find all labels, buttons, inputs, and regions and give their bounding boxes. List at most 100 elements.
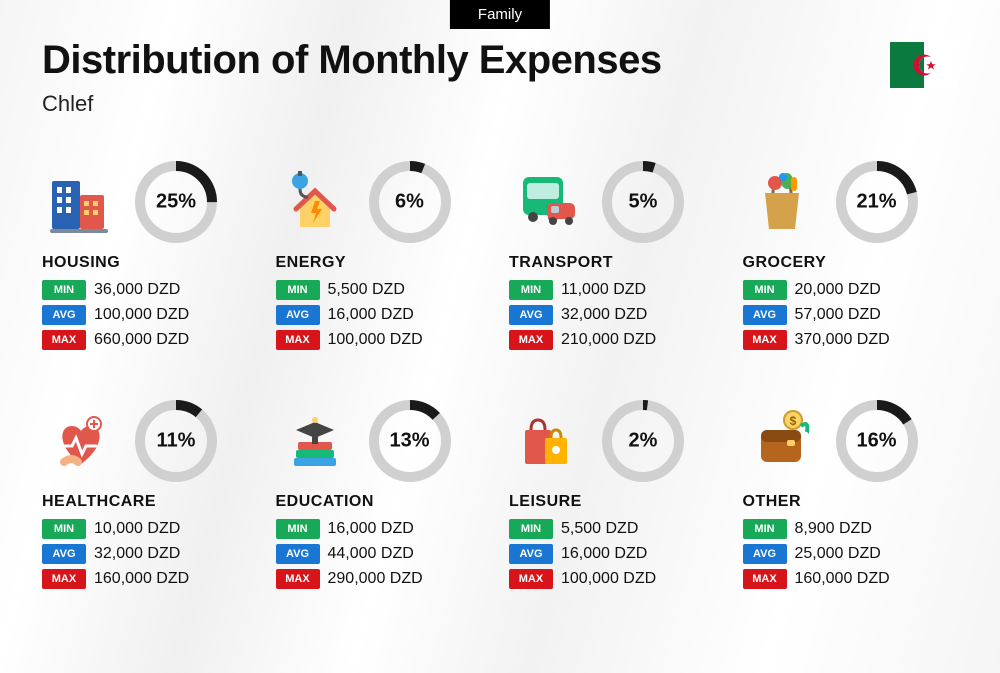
max-row: MAX 100,000 DZD [509,569,725,589]
max-value: 160,000 DZD [795,570,890,588]
percent-value: 13% [389,430,429,453]
min-badge: MIN [743,280,787,300]
svg-text:$: $ [789,414,796,428]
other-icon: $ [743,402,821,480]
category-badge: Family [450,0,550,29]
max-badge: MAX [509,569,553,589]
min-row: MIN 16,000 DZD [276,519,492,539]
expense-card: $ 16% OTHER MIN 8,900 DZD AVG 25,000 DZD… [743,397,959,594]
min-badge: MIN [509,519,553,539]
avg-row: AVG 32,000 DZD [509,305,725,325]
min-badge: MIN [42,519,86,539]
avg-badge: AVG [509,544,553,564]
max-badge: MAX [42,569,86,589]
min-value: 36,000 DZD [94,281,180,299]
percent-value: 6% [395,191,424,214]
min-badge: MIN [276,280,320,300]
avg-value: 57,000 DZD [795,306,881,324]
avg-value: 16,000 DZD [561,545,647,563]
leisure-icon [509,402,587,480]
header: Distribution of Monthly Expenses Chlef [42,38,958,117]
energy-icon [276,163,354,241]
avg-value: 16,000 DZD [328,306,414,324]
min-row: MIN 5,500 DZD [276,280,492,300]
avg-row: AVG 44,000 DZD [276,544,492,564]
housing-icon [42,163,120,241]
max-row: MAX 100,000 DZD [276,330,492,350]
avg-row: AVG 16,000 DZD [276,305,492,325]
expense-card: 2% LEISURE MIN 5,500 DZD AVG 16,000 DZD … [509,397,725,594]
max-value: 100,000 DZD [561,570,656,588]
percent-donut: 21% [833,158,921,246]
max-row: MAX 290,000 DZD [276,569,492,589]
expense-grid: 25% HOUSING MIN 36,000 DZD AVG 100,000 D… [42,158,958,594]
min-value: 8,900 DZD [795,520,872,538]
max-badge: MAX [743,569,787,589]
expense-card: 13% EDUCATION MIN 16,000 DZD AVG 44,000 … [276,397,492,594]
avg-badge: AVG [276,305,320,325]
min-row: MIN 11,000 DZD [509,280,725,300]
percent-value: 2% [629,430,658,453]
avg-badge: AVG [509,305,553,325]
avg-row: AVG 16,000 DZD [509,544,725,564]
avg-badge: AVG [42,305,86,325]
avg-value: 100,000 DZD [94,306,189,324]
min-value: 20,000 DZD [795,281,881,299]
avg-badge: AVG [42,544,86,564]
percent-donut: 11% [132,397,220,485]
percent-donut: 25% [132,158,220,246]
category-name: GROCERY [743,254,959,272]
category-name: LEISURE [509,493,725,511]
avg-value: 25,000 DZD [795,545,881,563]
max-row: MAX 370,000 DZD [743,330,959,350]
min-row: MIN 8,900 DZD [743,519,959,539]
percent-donut: 16% [833,397,921,485]
max-value: 160,000 DZD [94,570,189,588]
transport-icon [509,163,587,241]
percent-value: 16% [856,430,896,453]
min-badge: MIN [743,519,787,539]
avg-row: AVG 25,000 DZD [743,544,959,564]
education-icon [276,402,354,480]
location-subtitle: Chlef [42,91,958,117]
max-value: 100,000 DZD [328,331,423,349]
avg-row: AVG 100,000 DZD [42,305,258,325]
min-badge: MIN [276,519,320,539]
max-value: 290,000 DZD [328,570,423,588]
avg-value: 32,000 DZD [94,545,180,563]
category-name: TRANSPORT [509,254,725,272]
min-value: 11,000 DZD [561,281,646,299]
category-name: HEALTHCARE [42,493,258,511]
avg-badge: AVG [743,544,787,564]
avg-badge: AVG [276,544,320,564]
min-row: MIN 36,000 DZD [42,280,258,300]
percent-donut: 6% [366,158,454,246]
percent-donut: 13% [366,397,454,485]
min-row: MIN 5,500 DZD [509,519,725,539]
grocery-icon [743,163,821,241]
avg-row: AVG 32,000 DZD [42,544,258,564]
healthcare-icon [42,402,120,480]
percent-value: 25% [156,191,196,214]
max-badge: MAX [276,569,320,589]
percent-value: 21% [856,191,896,214]
min-value: 10,000 DZD [94,520,180,538]
expense-card: 11% HEALTHCARE MIN 10,000 DZD AVG 32,000… [42,397,258,594]
max-row: MAX 160,000 DZD [42,569,258,589]
max-value: 660,000 DZD [94,331,189,349]
max-row: MAX 210,000 DZD [509,330,725,350]
expense-card: 6% ENERGY MIN 5,500 DZD AVG 16,000 DZD M… [276,158,492,355]
percent-value: 11% [157,430,196,453]
avg-value: 32,000 DZD [561,306,647,324]
min-value: 16,000 DZD [328,520,414,538]
min-value: 5,500 DZD [328,281,405,299]
min-value: 5,500 DZD [561,520,638,538]
page-title: Distribution of Monthly Expenses [42,38,958,83]
max-row: MAX 660,000 DZD [42,330,258,350]
algeria-flag-icon [890,42,958,88]
min-badge: MIN [42,280,86,300]
max-badge: MAX [42,330,86,350]
avg-value: 44,000 DZD [328,545,414,563]
category-name: ENERGY [276,254,492,272]
min-badge: MIN [509,280,553,300]
